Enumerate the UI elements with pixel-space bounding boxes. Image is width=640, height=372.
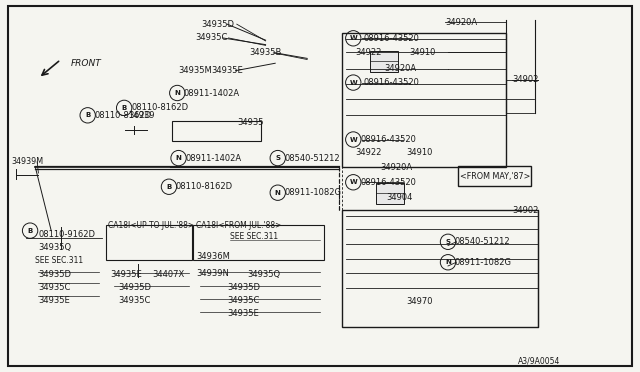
Text: 34935C: 34935C [227,296,260,305]
Text: N: N [175,155,182,161]
Text: 34939N: 34939N [196,269,229,278]
Text: 08916-43520: 08916-43520 [364,34,419,43]
Text: 34910: 34910 [410,48,436,57]
Bar [342,33,506,167]
Text: 08911-1082G: 08911-1082G [454,258,511,267]
Text: 34904: 34904 [387,193,413,202]
Text: 34902: 34902 [512,76,538,84]
Text: 08916-43520: 08916-43520 [364,78,419,87]
Text: 08916-43520: 08916-43520 [360,178,416,187]
Text: 34935: 34935 [237,118,263,127]
Text: 34920A: 34920A [380,163,412,172]
Text: 34939: 34939 [128,111,154,120]
Text: 34935C: 34935C [118,296,151,305]
Text: 34935D: 34935D [118,283,152,292]
Text: B: B [166,184,172,190]
Text: 34935D: 34935D [202,20,235,29]
Bar [172,121,261,141]
Text: B: B [85,112,90,118]
Text: 34939M: 34939M [12,157,44,166]
Text: 08110-8162D: 08110-8162D [131,103,188,112]
Text: CA18I<FROM JUL.'88>: CA18I<FROM JUL.'88> [196,221,282,230]
Text: 08911-1402A: 08911-1402A [184,89,240,97]
Text: 34922: 34922 [355,148,381,157]
Text: SEE SEC.311: SEE SEC.311 [35,256,83,265]
Text: A3/9A0054: A3/9A0054 [518,356,561,365]
Text: 34935D: 34935D [38,270,72,279]
Text: 34922: 34922 [355,48,381,57]
Text: N: N [445,259,451,265]
Text: 34935C: 34935C [38,283,71,292]
Text: 34935Q: 34935Q [38,243,72,252]
Text: 34935M: 34935M [178,66,212,75]
Text: SEE SEC.311: SEE SEC.311 [230,232,278,241]
Text: 34920A: 34920A [384,64,416,73]
Text: 34935E: 34935E [110,270,142,279]
Text: FRONT: FRONT [70,59,101,68]
Text: N: N [174,90,180,96]
Bar [106,225,192,260]
Text: 08540-51212: 08540-51212 [285,154,340,163]
Text: 08911-1082G: 08911-1082G [285,188,342,197]
Text: 34935E: 34935E [211,66,243,75]
Text: 34935B: 34935B [250,48,282,57]
Bar [370,51,398,72]
Text: 08916-43520: 08916-43520 [360,135,416,144]
Text: N: N [275,190,281,196]
Text: 34936M: 34936M [196,252,230,261]
Text: <FROM MAY,'87>: <FROM MAY,'87> [460,172,530,181]
Text: 34935C: 34935C [195,33,228,42]
Text: S: S [275,155,280,161]
Text: 34935D: 34935D [227,283,260,292]
Text: 08110-9162D: 08110-9162D [38,230,95,239]
Text: 34970: 34970 [406,297,433,306]
Text: 08110-8162D: 08110-8162D [95,111,152,120]
Text: 34902: 34902 [512,206,538,215]
Text: B: B [28,228,33,234]
Text: B: B [122,105,127,111]
Text: S: S [445,239,451,245]
Text: 34935E: 34935E [227,309,259,318]
Text: W: W [349,179,357,185]
Text: W: W [349,35,357,41]
Bar [193,225,324,260]
Bar [376,183,404,204]
Text: 34920A: 34920A [445,18,477,27]
Bar [342,210,538,327]
Text: 34407X: 34407X [152,270,184,279]
Text: 34935Q: 34935Q [248,270,281,279]
Text: 34910: 34910 [406,148,433,157]
Text: 08110-8162D: 08110-8162D [176,182,233,191]
Text: W: W [349,137,357,142]
Text: 08911-1402A: 08911-1402A [186,154,242,163]
Bar [458,166,531,186]
Text: 08540-51212: 08540-51212 [454,237,510,246]
Text: CA18I<UP TO JUL.'88>: CA18I<UP TO JUL.'88> [108,221,194,230]
Text: W: W [349,80,357,86]
Text: 34935E: 34935E [38,296,70,305]
